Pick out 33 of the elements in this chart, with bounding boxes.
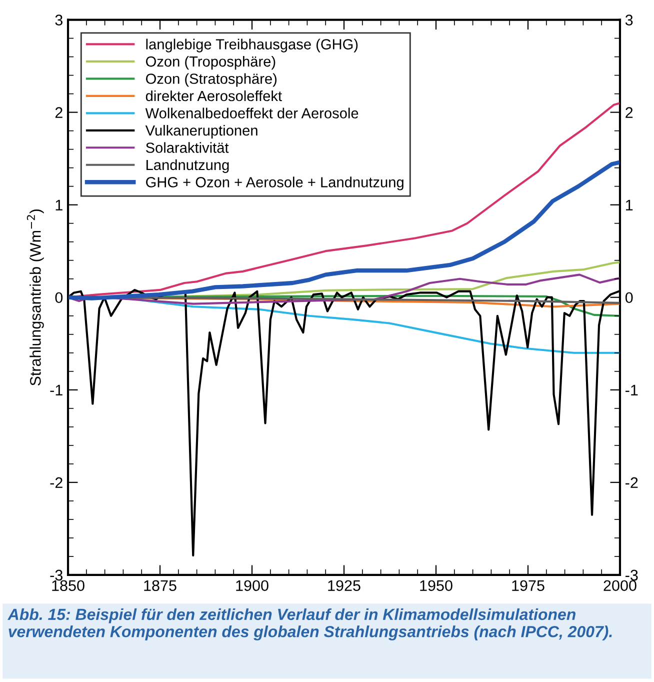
legend-label: Vulkaneruptionen	[145, 124, 258, 139]
y-tick-label: -2	[50, 477, 62, 488]
y2-tick-label: 1	[626, 200, 633, 210]
y-tick-label: 0	[55, 292, 63, 304]
y-tick-label: -1	[50, 384, 62, 396]
y2-tick-label: -1	[626, 384, 638, 396]
legend-label: Ozon (Troposphäre)	[146, 56, 276, 70]
x-tick-label: 1925	[328, 580, 360, 592]
y2-tick-label: 3	[625, 14, 633, 26]
x-tick-label: 1875	[144, 580, 176, 592]
legend-label: Wolkenalbedoeffekt der Aerosole	[145, 108, 358, 118]
line-series	[68, 160, 620, 300]
x-tick-label: 1950	[420, 580, 452, 592]
legend-label: GHG + Ozon + Aerosole + Landnutzung	[146, 176, 404, 190]
y-tick-label: 1	[56, 200, 62, 210]
legend-label: Ozon (Stratosphäre)	[146, 73, 277, 87]
legend-label: Landnutzung	[146, 159, 229, 174]
legend-label: direkter Aerosoleffekt	[146, 90, 282, 102]
x-tick-label: 2000	[604, 580, 636, 592]
legend-label: Solaraktivität	[146, 142, 229, 153]
y-tick-label: -3	[50, 570, 62, 581]
x-tick-label: 1975	[512, 580, 544, 592]
legend-label: langlebige Treibhausgase (GHG)	[146, 38, 358, 52]
y2-tick-label: 0	[625, 292, 633, 304]
caption: Abb. 15: Beispiel für den zeitlichen Verlauf der in Klimamodellsimulationen verwendeten Komponenten des globalen Strahlungsantriebs (nach IPCC, 2007).	[8, 608, 612, 640]
y2-tick-label: -2	[626, 477, 638, 488]
y-tick-label: 3	[55, 14, 62, 26]
y2-tick-label: 2	[626, 107, 633, 118]
y-tick-label: 2	[55, 107, 62, 118]
x-tick-label: 1900	[236, 580, 268, 592]
y2-tick-label: -3	[626, 570, 638, 581]
y-axis-title: Strahlungsantrieb (Wm$^{−2}$)	[26, 209, 44, 386]
x-tick-label: 1850	[52, 580, 84, 592]
